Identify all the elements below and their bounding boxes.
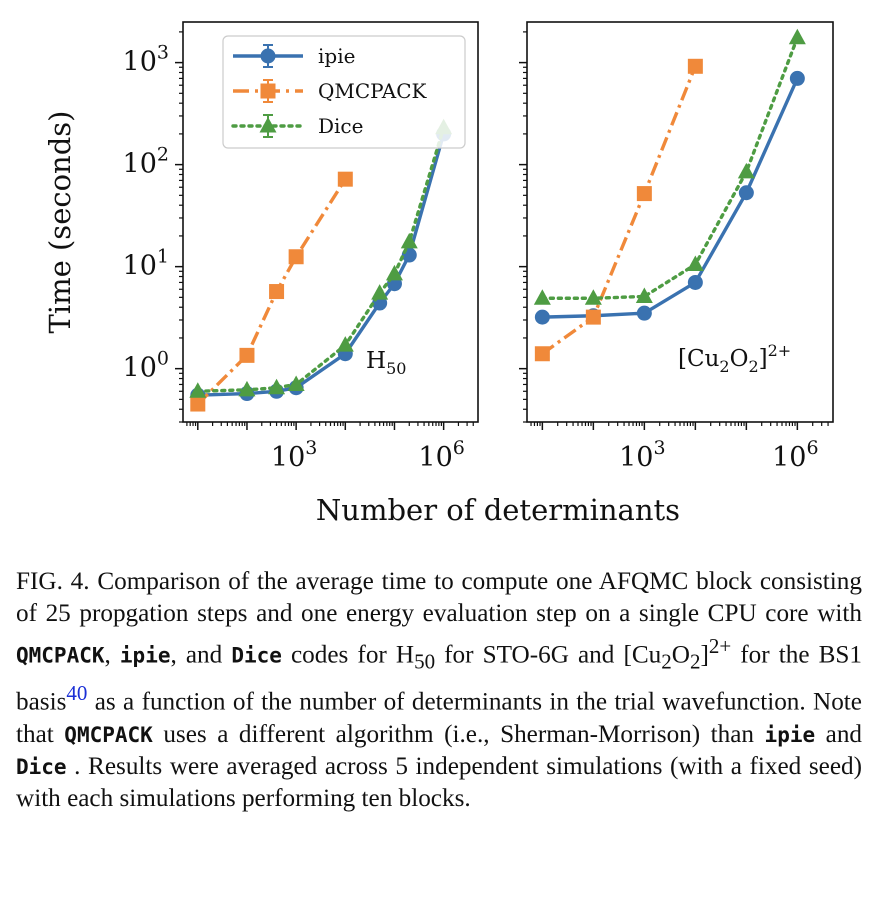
data-point-dice xyxy=(737,162,755,179)
reference-link[interactable]: 40 xyxy=(66,681,88,706)
panel-label-part: O xyxy=(730,346,749,372)
data-point-ipie xyxy=(687,274,703,290)
x-tick-label: 106 xyxy=(772,437,818,473)
y-tick-label: 102 xyxy=(123,144,169,180)
data-point-dice xyxy=(788,28,806,45)
data-point-dice xyxy=(385,264,403,281)
data-point-ipie xyxy=(789,70,805,86)
code-qmcpack: QMCPACK xyxy=(16,643,105,668)
data-point-qmcpack xyxy=(636,186,652,202)
y-tick-label: 100 xyxy=(123,348,169,384)
panel-label-subscript: 2 xyxy=(748,357,758,376)
y-tick-base: 10 xyxy=(123,251,157,282)
data-point-qmcpack xyxy=(288,249,304,265)
data-point-dice xyxy=(189,382,207,398)
code-dice: Dice xyxy=(231,643,282,668)
y-tick-exponent: 3 xyxy=(157,42,169,64)
legend-marker-qmcpack xyxy=(260,83,276,99)
panel-label-base: H xyxy=(366,348,386,374)
data-point-dice xyxy=(371,284,389,300)
x-axis-label: Number of determinants xyxy=(316,493,680,527)
data-point-dice xyxy=(686,255,704,271)
series-line-ipie xyxy=(197,133,446,397)
y-tick-base: 10 xyxy=(123,47,157,78)
data-point-dice xyxy=(268,378,286,395)
series-line-dice xyxy=(540,36,800,300)
x-tick-base: 10 xyxy=(619,442,653,473)
plot-frame xyxy=(182,21,479,423)
data-point-dice xyxy=(584,289,602,305)
data-point-dice xyxy=(533,289,551,305)
x-tick-exponent: 3 xyxy=(653,437,665,459)
panel-label-subscript: 50 xyxy=(386,359,406,378)
panel-label: [Cu2O2]2+ xyxy=(678,341,791,376)
y-tick-base: 10 xyxy=(123,149,157,180)
data-point-qmcpack xyxy=(687,58,703,74)
x-tick-exponent: 6 xyxy=(453,437,465,459)
legend-label-ipie: ipie xyxy=(318,44,355,68)
x-tick-base: 10 xyxy=(772,442,806,473)
data-point-ipie xyxy=(738,185,754,201)
data-point-dice xyxy=(400,232,418,249)
panel-cu2o2: 103 106[Cu2O2]2+ xyxy=(519,21,834,473)
x-tick-base: 10 xyxy=(271,442,305,473)
legend-box xyxy=(222,35,466,149)
panel-label-part: ] xyxy=(759,346,768,372)
legend-marker-dice xyxy=(259,117,277,133)
figure-caption: FIG. 4. Comparison of the average time t… xyxy=(16,568,863,812)
panel-label-superscript: 2+ xyxy=(768,341,792,360)
data-point-qmcpack xyxy=(269,284,285,300)
data-point-qmcpack xyxy=(337,171,353,187)
x-tick-base: 10 xyxy=(418,442,452,473)
legend-label-dice: Dice xyxy=(318,114,363,138)
y-tick-exponent: 0 xyxy=(157,348,169,370)
code-dice: Dice xyxy=(16,754,67,779)
panel-label: H50 xyxy=(366,348,406,378)
data-point-qmcpack xyxy=(190,396,206,412)
y-tick-label: 103 xyxy=(123,42,169,78)
data-point-qmcpack xyxy=(585,309,601,325)
x-tick-exponent: 3 xyxy=(305,437,317,459)
data-point-qmcpack xyxy=(239,347,255,363)
y-tick-base: 10 xyxy=(123,353,157,384)
y-axis-label: Time (seconds) xyxy=(43,111,77,334)
data-point-dice xyxy=(238,380,256,397)
x-tick-label: 103 xyxy=(619,437,665,473)
legend: ipie QMCPACK Dice xyxy=(222,35,466,149)
data-point-ipie xyxy=(534,309,550,325)
y-tick-exponent: 2 xyxy=(157,144,169,166)
code-ipie: ipie xyxy=(119,643,171,668)
series-line-ipie xyxy=(542,77,799,319)
data-point-ipie xyxy=(636,305,652,321)
y-tick-exponent: 1 xyxy=(157,246,169,268)
code-ipie: ipie xyxy=(764,722,816,747)
x-tick-exponent: 6 xyxy=(806,437,818,459)
data-point-dice xyxy=(287,375,305,391)
plot-frame xyxy=(526,21,834,423)
legend-label-qmcpack: QMCPACK xyxy=(318,79,428,103)
panel-label-part: [Cu xyxy=(678,346,719,372)
series-line-qmcpack xyxy=(541,65,697,356)
y-tick-label: 101 xyxy=(123,246,169,282)
x-tick-label: 103 xyxy=(271,437,317,473)
data-point-dice xyxy=(635,287,653,303)
code-qmcpack: QMCPACK xyxy=(64,722,153,747)
panel-label-subscript: 2 xyxy=(719,357,729,376)
data-point-dice xyxy=(336,336,354,352)
data-point-qmcpack xyxy=(534,346,550,362)
legend-marker-ipie xyxy=(260,48,276,64)
x-tick-label: 106 xyxy=(418,437,464,473)
